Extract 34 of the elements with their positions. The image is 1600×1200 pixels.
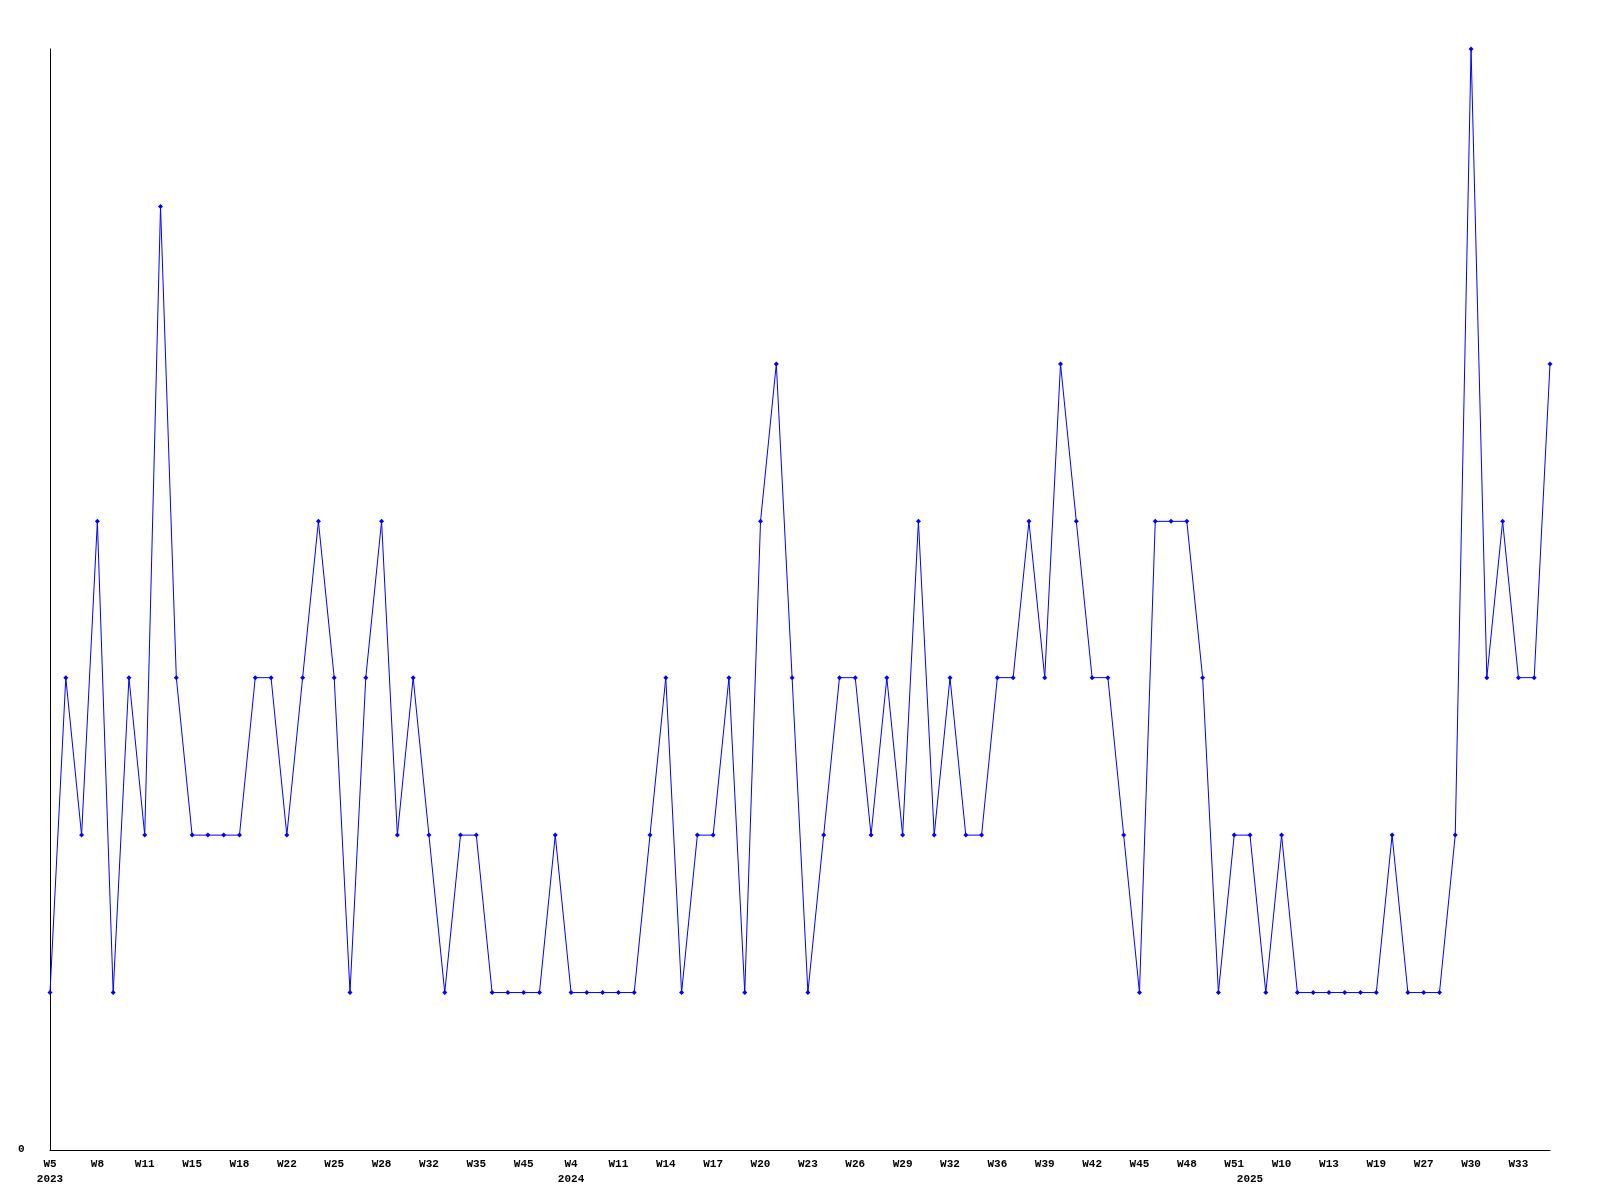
x-tick-label: W13 [1319,1157,1340,1170]
x-tick-label: W20 [750,1157,771,1170]
x-tick-label: W29 [892,1157,913,1170]
x-tick-label: W48 [1176,1157,1198,1170]
x-tick-label: W36 [987,1157,1008,1170]
x-tick-label: W25 [324,1157,345,1170]
x-tick-label: W51 [1224,1157,1245,1170]
x-tick-label: W28 [371,1157,392,1170]
x-tick-label: W14 [655,1157,677,1170]
x-tick-label: W42 [1082,1157,1103,1170]
x-tick-label: W32 [419,1157,439,1170]
x-tick-label: W17 [703,1157,724,1170]
x-tick-label: 2025 [1236,1172,1264,1185]
x-tick-label: W11 [608,1157,629,1170]
x-tick-label: W23 [797,1157,819,1170]
x-tick-label: W35 [466,1157,487,1170]
x-tick-label: W18 [229,1157,250,1170]
x-tick-label: W8 [90,1157,105,1170]
x-tick-label: W4 2024 [557,1157,585,1185]
text: 0 [18,1142,25,1155]
x-tick-label: W32 [940,1157,960,1170]
x-tick-label: W11 [134,1157,156,1170]
x-tick-label: W39 [1034,1157,1055,1170]
x-tick-label: W19 [1366,1157,1387,1170]
x-tick-label: W5 2023 [36,1157,64,1185]
x-tick-label: W27 [1413,1157,1434,1170]
x-tick-label: W45 [513,1157,534,1170]
x-tick-label: W45 [1129,1157,1150,1170]
x-tick-label: W22 [276,1157,297,1170]
x-tick-label: W26 [845,1157,866,1170]
x-tick-label: W33 [1508,1157,1529,1170]
x-tick-label: W10 [1271,1157,1292,1170]
x-tick-label: W15 [182,1157,203,1170]
x-tick-label: W30 [1461,1157,1481,1170]
